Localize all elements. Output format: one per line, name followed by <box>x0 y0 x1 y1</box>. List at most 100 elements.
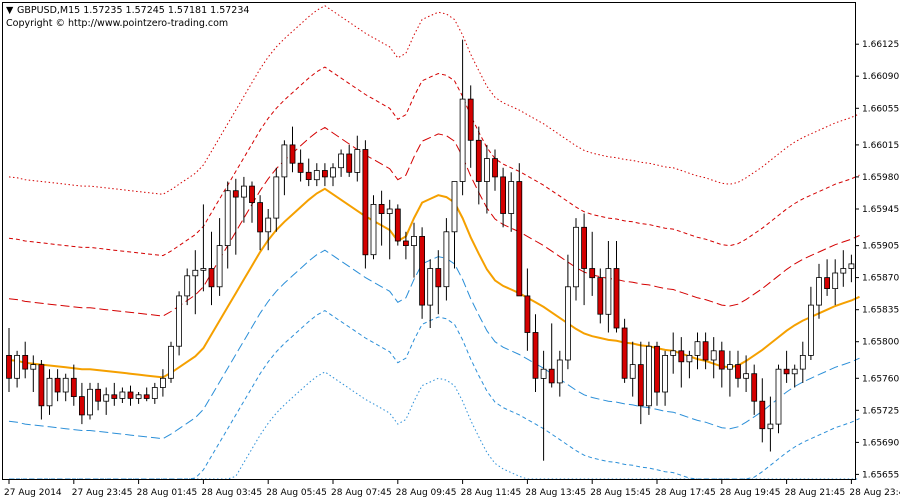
copyright-text: Copyright © http://www.pointzero-trading… <box>6 18 228 29</box>
candle <box>184 268 191 306</box>
candle-body <box>313 170 320 181</box>
candle <box>735 350 741 388</box>
candle-body <box>581 226 587 269</box>
x-tick-label: 28 Aug 19:45 <box>720 488 781 498</box>
candle-body <box>386 208 393 214</box>
candle <box>200 204 207 292</box>
candle <box>321 163 328 187</box>
symbol-dropdown-icon[interactable]: ▼ <box>6 5 14 16</box>
candle <box>313 163 320 187</box>
candle <box>662 350 668 406</box>
candle-body <box>686 354 693 363</box>
candle-body <box>743 373 749 379</box>
candle <box>46 369 53 415</box>
candle-body <box>119 391 126 399</box>
candle <box>208 231 215 306</box>
candle-body <box>783 368 790 375</box>
candle-body <box>411 235 417 246</box>
candle-body <box>824 277 830 290</box>
candle-body <box>70 377 77 397</box>
band-lower-1 <box>8 249 860 440</box>
candle-body <box>662 354 668 393</box>
candle-body <box>249 185 255 204</box>
candle <box>159 369 166 397</box>
candle-body <box>216 245 223 288</box>
y-tick-label: 1.66090 <box>862 72 899 82</box>
candle-body <box>346 153 353 173</box>
candle <box>848 254 855 283</box>
candle-body <box>589 268 596 279</box>
candle <box>402 231 409 260</box>
candle-body <box>127 391 134 399</box>
candle-body <box>338 153 345 169</box>
candle <box>710 337 717 379</box>
candle-body <box>159 377 166 388</box>
candle <box>38 360 45 420</box>
candle-body <box>38 364 45 407</box>
candle-body <box>727 364 733 370</box>
x-tick-label: 28 Aug 05:45 <box>266 488 327 498</box>
candle-body <box>427 268 434 306</box>
candle-body <box>702 341 709 361</box>
candle-body <box>135 394 142 399</box>
candle-body <box>265 217 272 233</box>
candle <box>565 254 571 370</box>
candle <box>22 341 29 379</box>
candle <box>111 382 118 406</box>
candle-body <box>467 98 474 141</box>
candle-body <box>816 277 822 306</box>
candle <box>70 364 77 406</box>
candle-body <box>613 268 620 329</box>
symbol-info: GBPUSD,M15 1.57235 1.57245 1.57181 1.572… <box>17 5 249 16</box>
candle <box>832 259 839 306</box>
candle <box>791 364 798 388</box>
candle-body <box>151 387 158 399</box>
candle <box>483 144 490 214</box>
x-tick-label: 28 Aug 11:45 <box>461 488 522 498</box>
y-tick-label: 1.65655 <box>862 470 899 480</box>
candle-body <box>483 158 490 182</box>
candle <box>581 213 587 306</box>
candle-body <box>751 373 758 402</box>
candle-body <box>500 176 507 214</box>
candle-body <box>419 235 426 306</box>
candle <box>475 126 482 205</box>
candle-body <box>305 171 312 181</box>
candle <box>727 350 733 397</box>
candle <box>281 140 288 196</box>
candle-body <box>14 354 21 379</box>
candle <box>6 328 12 392</box>
candle <box>459 39 466 196</box>
midline-series <box>8 187 860 379</box>
candle-body <box>394 208 401 242</box>
candle <box>637 341 644 425</box>
candle-body <box>775 368 782 425</box>
candle <box>273 167 280 232</box>
candle-body <box>370 203 377 256</box>
candle-body <box>103 394 110 402</box>
candle-body <box>670 350 677 356</box>
candle-body <box>451 181 458 233</box>
candle-body <box>508 181 515 214</box>
candle <box>678 337 685 388</box>
candle-body <box>402 240 409 246</box>
candle <box>621 318 628 383</box>
candle <box>62 373 69 402</box>
candle <box>168 341 174 383</box>
candle <box>751 364 758 415</box>
candle <box>394 204 401 246</box>
candle <box>597 268 604 324</box>
candle-body <box>646 345 652 407</box>
candle-body <box>54 377 61 393</box>
candle <box>386 199 393 260</box>
candle <box>759 378 766 443</box>
candle <box>54 369 61 402</box>
candle-body <box>330 167 336 178</box>
candle <box>95 382 101 411</box>
band-upper-2 <box>8 66 860 257</box>
x-tick-label: 27 Aug 2014 <box>4 488 62 498</box>
candle <box>613 241 620 333</box>
candle-body <box>605 268 612 315</box>
